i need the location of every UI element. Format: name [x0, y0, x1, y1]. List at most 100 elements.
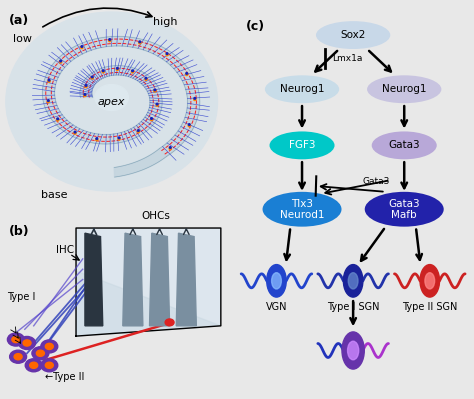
Point: [129, 69, 137, 75]
Point: [89, 74, 96, 80]
Ellipse shape: [263, 192, 341, 227]
Point: [153, 102, 161, 108]
Text: Gata3: Gata3: [363, 177, 390, 186]
Point: [93, 136, 100, 143]
Point: [136, 39, 144, 45]
Polygon shape: [85, 233, 103, 326]
Point: [46, 77, 53, 83]
Circle shape: [41, 340, 58, 353]
Text: (a): (a): [9, 14, 29, 27]
Circle shape: [347, 341, 359, 360]
Point: [151, 87, 159, 93]
Point: [45, 99, 52, 105]
Point: [153, 101, 161, 107]
Ellipse shape: [101, 89, 122, 106]
Circle shape: [18, 336, 36, 350]
Text: ←Type II: ←Type II: [45, 372, 84, 382]
Polygon shape: [149, 233, 170, 326]
Point: [114, 65, 121, 71]
Point: [115, 135, 123, 141]
Point: [57, 58, 64, 64]
Text: Gata3: Gata3: [388, 140, 420, 150]
Ellipse shape: [367, 75, 441, 103]
Point: [106, 38, 113, 44]
Text: Tlx3
Neurod1: Tlx3 Neurod1: [280, 199, 324, 219]
Text: OHCs: OHCs: [142, 211, 171, 221]
Text: low: low: [13, 34, 32, 43]
Text: Gata3
Mafb: Gata3 Mafb: [388, 199, 420, 219]
Polygon shape: [114, 148, 167, 177]
Point: [114, 66, 121, 73]
Point: [164, 51, 171, 58]
Point: [46, 78, 53, 85]
Point: [166, 145, 174, 152]
Circle shape: [12, 336, 20, 343]
Point: [71, 130, 79, 136]
Point: [78, 44, 86, 51]
Polygon shape: [176, 233, 196, 326]
Ellipse shape: [104, 92, 119, 103]
Circle shape: [32, 347, 49, 360]
Circle shape: [267, 265, 286, 297]
Point: [136, 40, 144, 46]
Text: (c): (c): [246, 20, 265, 33]
Circle shape: [348, 273, 358, 289]
Point: [54, 116, 62, 122]
Point: [148, 117, 155, 123]
Polygon shape: [76, 228, 221, 336]
Point: [54, 117, 62, 123]
Point: [82, 83, 90, 90]
Circle shape: [23, 340, 31, 346]
Text: FGF3: FGF3: [289, 140, 315, 150]
Point: [185, 121, 193, 128]
Circle shape: [9, 350, 27, 363]
Ellipse shape: [365, 192, 444, 227]
Circle shape: [165, 319, 174, 326]
Text: Type I: Type I: [7, 292, 36, 302]
Circle shape: [46, 362, 53, 368]
Circle shape: [425, 273, 435, 289]
Point: [81, 91, 89, 98]
Point: [100, 67, 107, 74]
Polygon shape: [42, 36, 200, 156]
Polygon shape: [76, 271, 221, 336]
Point: [148, 115, 155, 122]
Ellipse shape: [6, 12, 218, 191]
Ellipse shape: [107, 94, 116, 101]
Polygon shape: [123, 233, 143, 326]
Point: [142, 76, 150, 83]
Circle shape: [25, 359, 42, 372]
Point: [100, 69, 107, 75]
Circle shape: [272, 273, 282, 289]
Text: Sox2: Sox2: [340, 30, 366, 40]
Text: VGN: VGN: [266, 302, 287, 312]
Text: Neurog1: Neurog1: [280, 84, 324, 94]
Point: [89, 75, 96, 81]
Circle shape: [14, 354, 22, 360]
Ellipse shape: [316, 21, 390, 49]
Point: [151, 88, 159, 94]
Text: base: base: [40, 190, 67, 200]
Ellipse shape: [372, 131, 437, 159]
Point: [106, 36, 113, 43]
Point: [191, 96, 199, 103]
Point: [183, 71, 191, 77]
Circle shape: [343, 265, 363, 297]
Circle shape: [8, 333, 24, 346]
Circle shape: [30, 362, 38, 368]
Point: [164, 50, 171, 57]
Point: [57, 59, 64, 65]
Text: Neurog1: Neurog1: [382, 84, 427, 94]
Text: IHC: IHC: [56, 245, 74, 255]
Point: [78, 43, 86, 50]
Ellipse shape: [95, 85, 128, 111]
Text: (b): (b): [9, 225, 30, 237]
Ellipse shape: [270, 131, 335, 159]
Point: [81, 92, 89, 99]
Point: [135, 127, 142, 134]
Point: [185, 122, 193, 129]
Circle shape: [342, 332, 365, 369]
Point: [71, 129, 79, 135]
Circle shape: [36, 350, 45, 356]
Point: [45, 97, 52, 104]
